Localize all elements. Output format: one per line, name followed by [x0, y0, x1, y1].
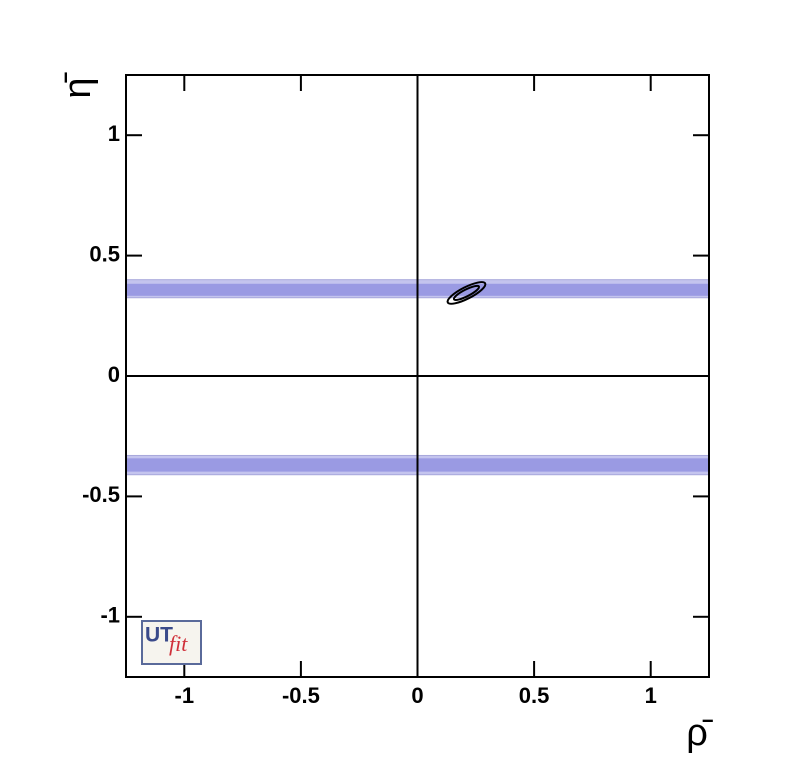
x-tick-label: 0.5 — [519, 683, 550, 708]
logo-sub: fit — [169, 631, 188, 656]
x-tick-label: 0 — [411, 683, 423, 708]
y-axis-label: η̄ — [57, 71, 99, 98]
y-tick-label: 0.5 — [89, 241, 120, 266]
x-tick-label: -1 — [175, 683, 195, 708]
x-tick-label: 1 — [645, 683, 657, 708]
x-axis-label: ρ̄ — [686, 712, 714, 754]
y-tick-label: 0 — [108, 362, 120, 387]
y-tick-label: -0.5 — [82, 482, 120, 507]
x-tick-label: -0.5 — [282, 683, 320, 708]
contour — [452, 284, 481, 301]
y-tick-label: 1 — [108, 121, 120, 146]
logo-box — [141, 620, 202, 665]
contour — [446, 281, 487, 305]
y-tick-label: -1 — [100, 603, 120, 628]
logo-main: UT — [145, 624, 173, 647]
